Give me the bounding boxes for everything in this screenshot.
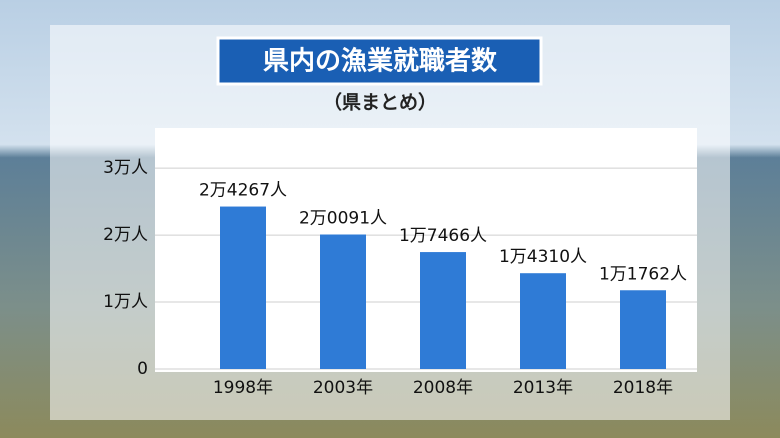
value-label: 2万4267人 xyxy=(199,181,287,201)
bar xyxy=(620,290,666,369)
y-tick-label: 0 xyxy=(137,359,148,379)
bar xyxy=(220,206,266,369)
bar xyxy=(520,273,566,369)
x-tick-label: 2003年 xyxy=(313,378,373,398)
y-tick-label: 2万人 xyxy=(103,225,148,245)
value-label: 1万1762人 xyxy=(599,264,687,284)
chart-subtitle: （県まとめ） xyxy=(323,91,437,114)
value-label: 1万7466人 xyxy=(399,226,487,246)
y-tick-label: 1万人 xyxy=(103,292,148,312)
x-tick-label: 1998年 xyxy=(213,378,273,398)
chart-title: 県内の漁業就職者数 xyxy=(263,47,498,77)
bar xyxy=(420,252,466,369)
y-tick-label: 3万人 xyxy=(103,158,148,178)
value-label: 2万0091人 xyxy=(299,209,387,229)
title-box xyxy=(216,36,543,86)
value-label: 1万4310人 xyxy=(499,247,587,267)
x-tick-label: 2008年 xyxy=(413,378,473,398)
x-tick-label: 2018年 xyxy=(613,378,673,398)
bar xyxy=(320,234,366,369)
x-tick-label: 2013年 xyxy=(513,378,573,398)
